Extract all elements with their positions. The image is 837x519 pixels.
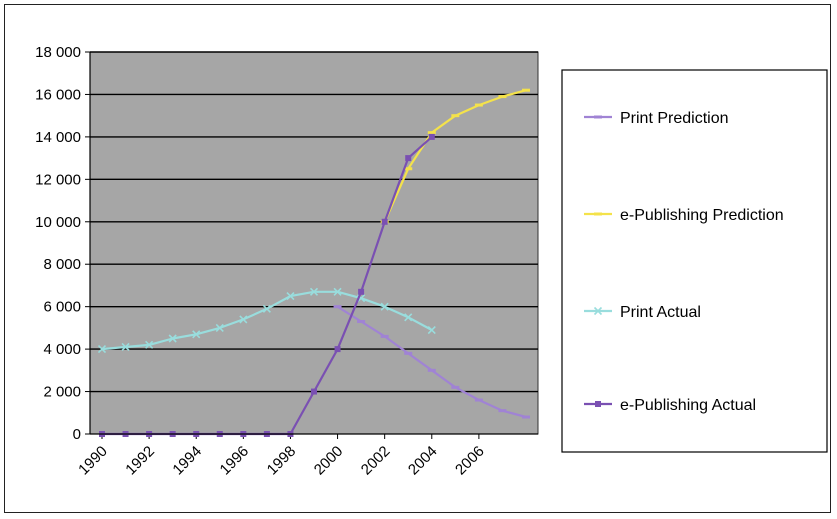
data-point [474, 398, 483, 402]
data-point [334, 346, 341, 353]
data-point [427, 368, 436, 372]
data-point [404, 351, 413, 355]
gridlines [90, 51, 538, 393]
legend-item: e-Publishing Actual [584, 397, 756, 414]
x-tick-label: 1998 [264, 443, 300, 479]
data-point [593, 306, 603, 316]
y-tick-label: 18 000 [35, 44, 81, 61]
legend-label: Print Actual [620, 304, 701, 321]
x-tick-label: 2000 [311, 443, 347, 479]
data-point [498, 95, 507, 99]
legend-item: Print Prediction [584, 110, 729, 127]
data-point [168, 334, 177, 343]
data-point [451, 114, 460, 118]
x-tick-label: 1990 [75, 443, 111, 479]
legend-item: e-Publishing Prediction [584, 207, 784, 224]
legend-label: Print Prediction [620, 110, 729, 127]
series-print-prediction [333, 305, 530, 419]
data-point [309, 287, 319, 296]
series-print-actual [97, 287, 436, 354]
x-axis-ticks: 1990 1992 1994 1996 1998 2000 2002 2004 2006 [75, 434, 488, 478]
data-point [404, 313, 413, 322]
plot-area [89, 51, 539, 435]
y-tick-label: 8 000 [43, 256, 81, 273]
data-point [358, 288, 365, 295]
data-point [381, 218, 388, 225]
y-tick-label: 2 000 [43, 384, 81, 401]
data-point [595, 401, 601, 407]
data-point [286, 291, 295, 301]
data-point [333, 287, 342, 296]
data-point [451, 385, 460, 389]
data-point [404, 167, 413, 171]
y-tick-label: 12 000 [35, 171, 81, 188]
legend-item: Print Actual [584, 304, 701, 321]
x-tick-label: 1992 [122, 443, 158, 479]
legend-label: e-Publishing Actual [620, 397, 756, 414]
data-point [474, 103, 483, 107]
data-point [427, 131, 436, 135]
legend-box [561, 69, 828, 453]
data-point [380, 334, 389, 338]
x-tick-label: 2002 [358, 443, 394, 479]
y-tick-label: 0 [73, 426, 81, 443]
y-tick-label: 10 000 [35, 214, 81, 231]
data-point [239, 315, 248, 324]
data-point [522, 415, 530, 419]
data-point [357, 320, 366, 324]
x-tick-label: 2004 [405, 443, 441, 479]
axes [89, 52, 538, 435]
data-point [498, 409, 507, 413]
data-point [522, 88, 530, 92]
y-tick-label: 6 000 [43, 299, 81, 316]
x-tick-label: 2006 [452, 443, 488, 479]
data-point [192, 330, 201, 339]
x-tick-label: 1994 [169, 443, 205, 479]
data-point [594, 212, 602, 216]
x-tick-label: 1996 [217, 443, 253, 479]
data-point [97, 345, 107, 354]
legend-label: e-Publishing Prediction [620, 207, 784, 224]
data-point [215, 323, 224, 332]
data-point [380, 302, 389, 311]
y-tick-label: 14 000 [35, 129, 81, 146]
legend: Print Prediction e-Publishing Prediction P… [561, 69, 828, 453]
data-point [145, 340, 154, 349]
data-point [594, 115, 602, 119]
y-tick-label: 16 000 [35, 86, 81, 103]
data-point [121, 342, 130, 352]
y-tick-label: 4 000 [43, 341, 81, 358]
data-point [262, 304, 271, 313]
data-point [427, 325, 436, 335]
data-point [405, 155, 412, 162]
data-point [333, 305, 342, 309]
data-point [311, 388, 317, 395]
data-point [428, 133, 435, 140]
y-axis-ticks: 0 2 000 4 000 6 000 8 000 10 000 12 000 14 000 1… [35, 44, 90, 443]
